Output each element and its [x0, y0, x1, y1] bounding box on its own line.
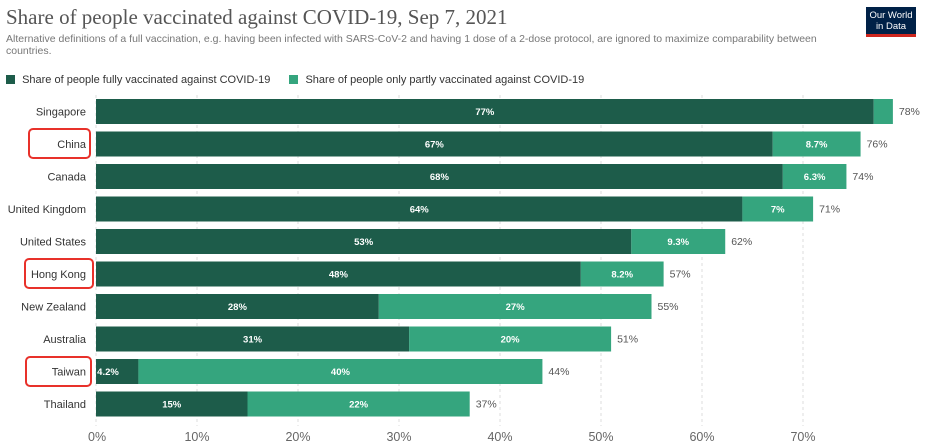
bar-label-full: 68% [430, 172, 450, 183]
category-label: Hong Kong [31, 269, 86, 281]
bar-total-label: 57% [670, 269, 691, 281]
owid-logo[interactable]: Our World in Data [866, 7, 916, 37]
category-label: China [57, 139, 87, 151]
bar-label-full: 28% [228, 302, 248, 313]
bar-fully-vaccinated [96, 99, 874, 124]
bar-fully-vaccinated [96, 326, 410, 352]
bar-partly-vaccinated [631, 229, 726, 254]
category-label: Australia [43, 334, 87, 346]
bar-partly-vaccinated [378, 294, 652, 319]
bar-partly-vaccinated [409, 326, 612, 352]
highlight-box [28, 128, 91, 159]
category-label: Thailand [44, 399, 86, 411]
bar-fully-vaccinated [96, 229, 632, 254]
bar-fully-vaccinated [96, 196, 743, 222]
chart-title: Share of people vaccinated against COVID… [6, 5, 508, 29]
x-tick-label: 70% [790, 430, 815, 444]
legend-label-partial: Share of people only partly vaccinated a… [305, 74, 585, 86]
bar-partly-vaccinated [873, 99, 893, 124]
x-tick-label: 30% [386, 430, 411, 444]
highlight-box [24, 258, 94, 289]
bar-label-full: 48% [329, 270, 349, 281]
bar-partly-vaccinated [580, 261, 664, 287]
bar-fully-vaccinated [96, 391, 248, 417]
x-tick-label: 40% [487, 430, 512, 444]
bar-total-label: 51% [617, 334, 638, 346]
category-label: New Zealand [21, 302, 86, 314]
bar-label-full: 15% [162, 400, 182, 411]
bar-label-partial: 7% [771, 205, 785, 216]
bar-total-label: 76% [867, 139, 888, 151]
bar-fully-vaccinated [96, 294, 379, 319]
category-label: United Kingdom [8, 204, 86, 216]
bar-fully-vaccinated [96, 164, 783, 189]
x-tick-label: 10% [184, 430, 209, 444]
legend-item-full[interactable]: Share of people fully vaccinated against… [6, 74, 270, 86]
bar-partly-vaccinated [742, 196, 814, 222]
bar-total-label: 44% [548, 366, 569, 378]
x-tick-label: 50% [588, 430, 613, 444]
bar-fully-vaccinated [96, 359, 139, 384]
bar-label-full: 67% [425, 140, 445, 151]
bar-label-partial: 9.3% [667, 237, 689, 248]
bar-partly-vaccinated [138, 359, 543, 384]
bar-total-label: 71% [819, 204, 840, 216]
bar-total-label: 37% [476, 399, 497, 411]
bar-label-partial: 6.3% [804, 172, 826, 183]
legend-label-full: Share of people fully vaccinated against… [22, 74, 271, 86]
legend-swatch-partial [289, 75, 299, 84]
legend-swatch-full [6, 75, 15, 84]
category-label: Singapore [36, 107, 86, 119]
category-label: Taiwan [52, 367, 86, 379]
bar-total-label: 78% [899, 106, 920, 118]
bar-total-label: 62% [731, 236, 752, 248]
bar-label-full: 64% [410, 205, 430, 216]
x-tick-label: 60% [689, 430, 714, 444]
bar-total-label: 74% [852, 171, 873, 183]
bar-label-partial: 40% [331, 367, 351, 378]
bar-label-full: 53% [354, 237, 374, 248]
bar-label-partial: 8.2% [611, 270, 633, 281]
highlight-box [25, 355, 92, 387]
bar-label-full: 4.2% [97, 367, 119, 378]
category-label: United States [20, 237, 87, 249]
bar-total-label: 55% [658, 301, 679, 313]
chart-legend: Share of people fully vaccinated against… [6, 74, 600, 86]
bar-fully-vaccinated [96, 131, 773, 157]
legend-item-partial[interactable]: Share of people only partly vaccinated a… [289, 74, 584, 86]
bar-partly-vaccinated [772, 131, 861, 157]
logo-line-1: Our World [869, 10, 913, 21]
bar-label-full: 31% [243, 335, 263, 346]
bar-label-full: 77% [475, 107, 495, 118]
x-tick-label: 20% [285, 430, 310, 444]
bar-label-partial: 27% [506, 302, 526, 313]
bar-partly-vaccinated [247, 391, 470, 417]
bar-label-partial: 22% [349, 400, 369, 411]
chart-subtitle: Alternative definitions of a full vaccin… [6, 33, 817, 57]
bar-fully-vaccinated [96, 261, 581, 287]
bar-partly-vaccinated [782, 164, 847, 189]
bar-label-partial: 20% [501, 335, 521, 346]
logo-line-2: in Data [875, 21, 907, 32]
x-tick-label: 0% [88, 430, 106, 444]
bar-label-partial: 8.7% [806, 140, 828, 151]
category-label: Canada [47, 172, 86, 184]
